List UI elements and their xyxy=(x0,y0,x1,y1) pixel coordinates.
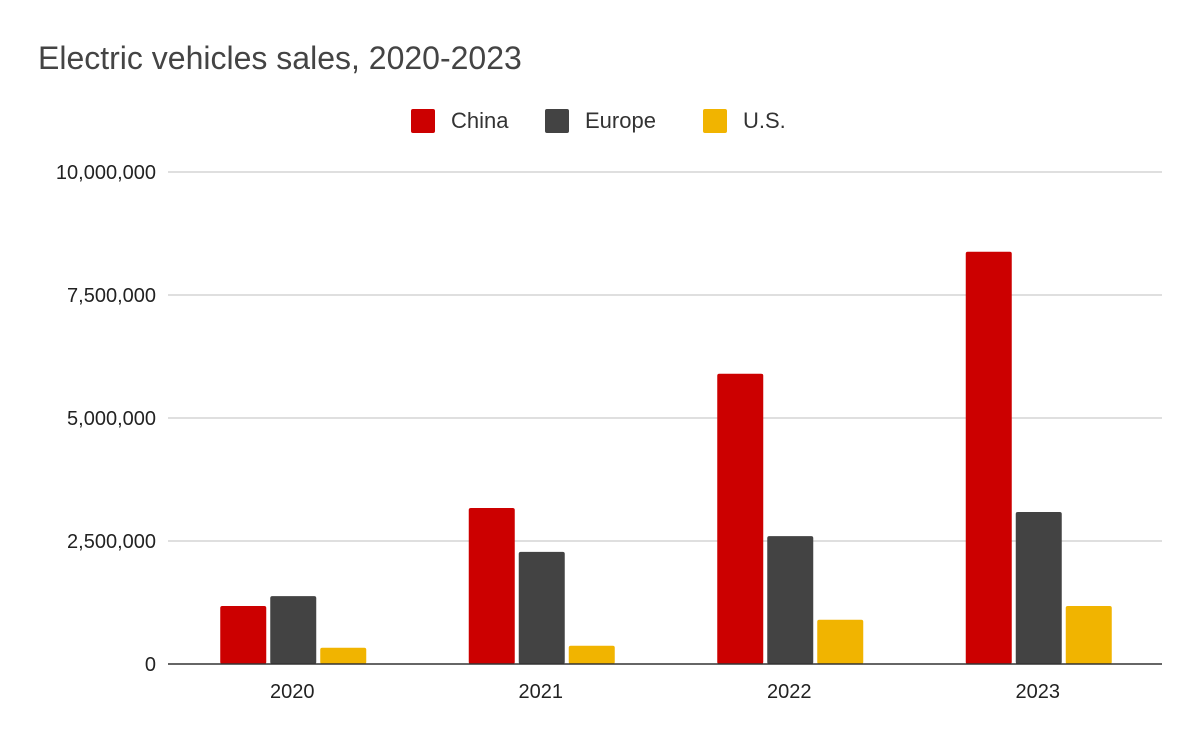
legend-label: Europe xyxy=(585,108,656,133)
x-tick-label: 2022 xyxy=(767,681,812,703)
bar-china-2023 xyxy=(965,251,1012,665)
bar-china-2020 xyxy=(220,605,267,664)
legend-swatch xyxy=(545,109,569,133)
y-tick-label: 0 xyxy=(145,654,156,676)
bar-us-2020 xyxy=(320,647,367,664)
x-tick-label: 2021 xyxy=(519,681,564,703)
legend-label: China xyxy=(451,108,509,133)
bar-china-2022 xyxy=(717,373,764,664)
legend-swatch xyxy=(703,109,727,133)
bar-us-2021 xyxy=(568,645,615,664)
legend-swatch xyxy=(411,109,435,133)
bar-europe-2022 xyxy=(767,536,814,664)
y-tick-label: 7,500,000 xyxy=(67,285,156,307)
y-tick-label: 10,000,000 xyxy=(56,162,156,184)
chart-title: Electric vehicles sales, 2020-2023 xyxy=(38,40,522,76)
x-tick-label: 2020 xyxy=(270,681,315,703)
bar-us-2022 xyxy=(817,619,864,664)
bar-europe-2020 xyxy=(270,596,317,664)
y-tick-label: 2,500,000 xyxy=(67,531,156,553)
y-tick-label: 5,000,000 xyxy=(67,408,156,430)
bar-us-2023 xyxy=(1065,605,1112,664)
bar-china-2021 xyxy=(468,508,515,664)
x-tick-label: 2023 xyxy=(1016,681,1061,703)
bar-europe-2021 xyxy=(518,551,565,664)
legend-label: U.S. xyxy=(743,108,786,133)
bar-europe-2023 xyxy=(1015,511,1062,664)
